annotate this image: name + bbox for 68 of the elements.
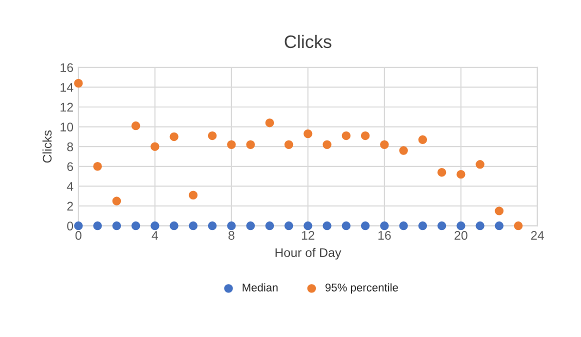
point	[150, 221, 160, 230]
point	[170, 132, 178, 142]
point	[93, 221, 102, 230]
x-tick-label: 12	[302, 230, 314, 240]
point	[208, 221, 217, 230]
point	[112, 221, 122, 230]
point	[360, 131, 370, 140]
legend-label: Median	[242, 283, 278, 292]
point	[494, 206, 504, 216]
point	[265, 221, 274, 230]
y-tick-label: 14	[60, 83, 74, 92]
point	[476, 160, 484, 169]
point	[360, 221, 370, 230]
y-tick-label: 4	[66, 182, 74, 191]
point	[322, 221, 332, 230]
point	[246, 221, 255, 230]
point	[437, 168, 446, 177]
point	[514, 221, 523, 230]
x-tick-label: 24	[531, 230, 544, 240]
point	[456, 221, 466, 230]
point	[74, 78, 83, 88]
chart-title: Clicks	[284, 34, 332, 48]
point	[437, 221, 446, 230]
y-tick-label: 2	[67, 202, 73, 211]
point	[380, 221, 389, 230]
y-tick-label: 0	[67, 222, 74, 230]
point	[150, 142, 160, 151]
point	[418, 221, 428, 230]
point	[342, 221, 351, 230]
legend-label: 95% percentile	[325, 283, 398, 294]
x-tick-label: 0	[75, 230, 82, 240]
point	[399, 221, 408, 230]
point	[93, 162, 102, 171]
y-tick-label: 6	[67, 162, 74, 172]
point	[304, 129, 312, 138]
x-tick-label: 20	[454, 230, 468, 240]
point	[380, 140, 389, 149]
point	[304, 221, 312, 230]
point	[284, 221, 294, 230]
point	[188, 190, 198, 200]
point	[170, 221, 178, 230]
point	[74, 221, 83, 230]
point	[208, 131, 217, 140]
point	[284, 140, 294, 149]
point	[131, 121, 140, 130]
point	[399, 146, 408, 155]
y-tick-label: 8	[67, 142, 74, 152]
point	[322, 140, 332, 149]
point	[246, 140, 255, 149]
point	[342, 131, 351, 140]
point	[456, 170, 466, 179]
x-axis-title: Hour of Day	[276, 248, 342, 260]
point	[476, 221, 484, 230]
x-tick-label: 4	[152, 231, 158, 240]
point	[227, 140, 236, 149]
point	[227, 221, 236, 230]
point	[188, 221, 198, 230]
point	[265, 118, 274, 128]
point	[112, 196, 122, 206]
y-tick-label: 16	[60, 63, 74, 72]
x-tick-label: 16	[378, 230, 391, 240]
y-axis-title: Clicks	[42, 130, 52, 163]
y-tick-label: 12	[60, 102, 73, 112]
point	[494, 221, 504, 230]
point	[418, 135, 428, 144]
point	[131, 221, 140, 230]
x-tick-label: 8	[228, 230, 234, 240]
y-tick-label: 10	[60, 122, 74, 132]
